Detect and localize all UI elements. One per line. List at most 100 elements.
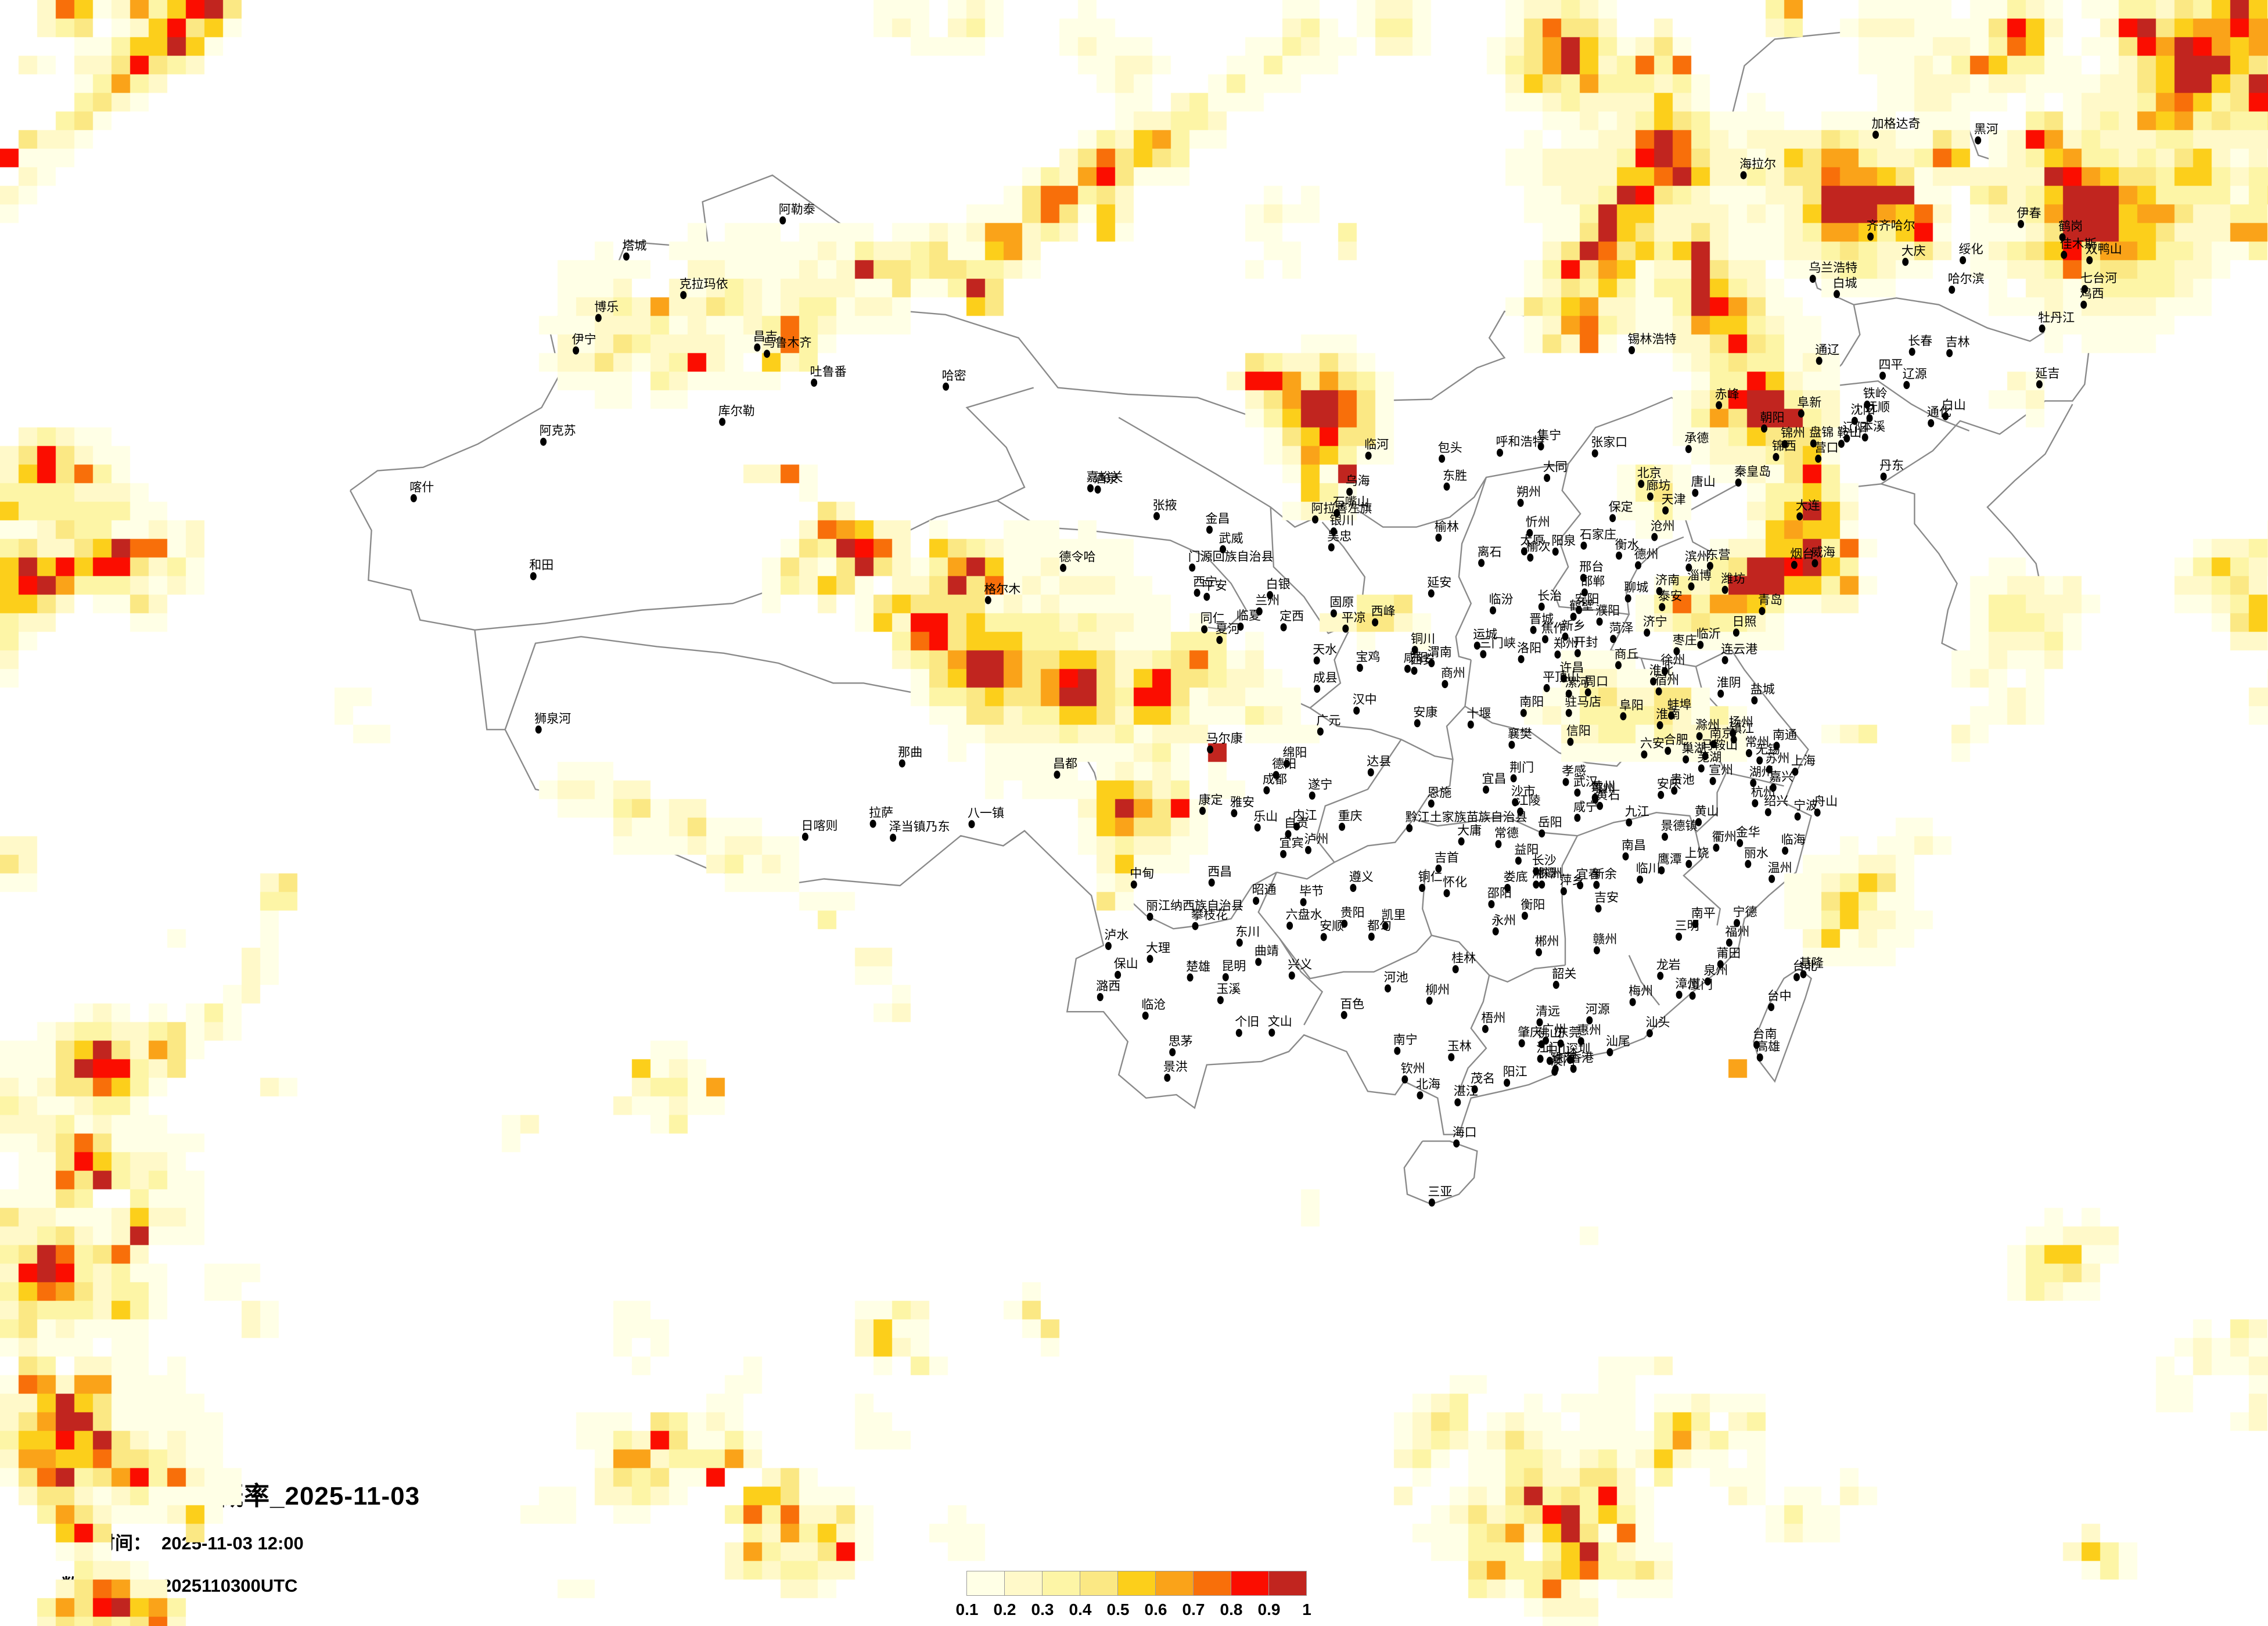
city-marker: 包头: [1438, 441, 1462, 463]
city-marker: 江陵: [1516, 794, 1541, 816]
city-label: 郴州: [1535, 935, 1559, 948]
city-label: 青岛: [1758, 593, 1782, 607]
city-label: 阿拉善左旗: [1311, 502, 1372, 516]
city-label: 楚雄: [1186, 960, 1210, 973]
city-marker: 东川: [1235, 925, 1260, 947]
city-dot: [1442, 680, 1448, 688]
city-dot: [1609, 514, 1616, 523]
city-dot: [1208, 878, 1215, 887]
city-marker: 天水: [1313, 643, 1337, 665]
city-marker: 苏州: [1765, 752, 1789, 774]
city-marker: 丽江纳西族自治县: [1146, 900, 1243, 921]
city-marker: 平安: [1203, 580, 1227, 601]
city-dot: [1815, 454, 1822, 463]
city-label: 南昌: [1622, 839, 1646, 852]
city-marker: 南昌: [1622, 839, 1646, 861]
city-dot: [1285, 830, 1292, 839]
city-label: 集宁: [1537, 429, 1561, 443]
city-label: 邢台: [1579, 560, 1604, 574]
city-label: 咸宁: [1573, 800, 1598, 814]
city-dot: [1488, 900, 1495, 908]
city-label: 昆明: [1221, 960, 1246, 973]
city-dot: [1773, 453, 1780, 461]
city-label: 平顶山: [1543, 671, 1579, 684]
city-label: 河池: [1384, 971, 1408, 984]
city-label: 八一镇: [968, 807, 1004, 820]
city-marker: 双鸭山: [2086, 243, 2122, 265]
city-dot: [1341, 919, 1348, 928]
city-label: 阿克苏: [540, 425, 576, 438]
city-marker: 阿拉善左旗: [1311, 502, 1372, 524]
city-marker: 宜春: [1576, 868, 1601, 890]
city-label: 基隆: [1799, 957, 1824, 970]
city-label: 柳州: [1425, 983, 1450, 997]
city-dot: [1305, 846, 1311, 854]
city-marker: 雅安: [1230, 796, 1255, 818]
city-label: 门源回族自治县: [1188, 550, 1274, 563]
city-label: 贵池: [1670, 774, 1695, 787]
city-dot: [779, 216, 786, 225]
city-dot: [1187, 973, 1194, 982]
city-marker: 商州: [1441, 667, 1465, 688]
city-marker: 黔江土家族苗族自治县: [1406, 811, 1527, 833]
city-marker: 茂名: [1471, 1072, 1495, 1093]
city-label: 广元: [1316, 714, 1340, 728]
city-label: 盐城: [1751, 683, 1775, 696]
city-marker: 黄山: [1695, 805, 1719, 826]
city-dot: [1942, 412, 1949, 420]
city-marker: 广州: [1542, 1023, 1566, 1045]
city-marker: 铜仁: [1418, 870, 1443, 892]
city-label: 攀枝花: [1191, 909, 1228, 922]
city-marker: 榆次: [1526, 540, 1551, 562]
city-marker: 集宁: [1537, 429, 1561, 451]
city-dot: [1584, 688, 1591, 697]
city-dot: [1641, 750, 1648, 759]
city-dot: [1644, 628, 1651, 637]
city-marker: 临川: [1636, 862, 1660, 884]
city-label: 绥化: [1959, 243, 1983, 256]
city-dot: [1730, 729, 1737, 738]
city-label: 香港: [1569, 1052, 1594, 1065]
city-marker: 狮泉河: [534, 712, 571, 734]
city-marker: 承德: [1684, 431, 1709, 454]
city-label: 营口: [1814, 441, 1839, 455]
city-dot: [1552, 980, 1559, 989]
city-dot: [1153, 512, 1160, 520]
city-marker: 乌海: [1346, 474, 1370, 496]
city-label: 福州: [1725, 925, 1749, 938]
city-marker: 合肥: [1664, 733, 1688, 755]
city-marker: 中甸: [1130, 867, 1154, 889]
city-marker: 本溪: [1861, 420, 1885, 442]
city-dot: [1557, 1039, 1564, 1048]
city-marker: 南平: [1691, 906, 1716, 929]
city-label: 思茅: [1169, 1035, 1193, 1048]
city-label: 佛山: [1537, 1027, 1562, 1040]
city-label: 黄州: [1591, 780, 1615, 794]
city-dot: [1554, 650, 1561, 659]
city-marker: 朔州: [1516, 485, 1541, 507]
city-marker: 石嘴山: [1333, 496, 1370, 517]
city-marker: 鹰潭: [1658, 853, 1682, 875]
city-label: 惠州: [1577, 1024, 1601, 1037]
city-dot: [764, 350, 770, 358]
city-label: 唐山: [1691, 476, 1716, 489]
city-marker: 白银: [1266, 578, 1291, 599]
city-marker: 锦西: [1772, 440, 1796, 461]
city-marker: 四平: [1879, 358, 1903, 380]
legend-color-box: [1042, 1571, 1080, 1596]
city-dot: [801, 832, 808, 841]
city-label: 文山: [1268, 1015, 1292, 1028]
city-dot: [1543, 1036, 1549, 1045]
city-label: 深圳: [1566, 1042, 1590, 1056]
city-dot: [1761, 424, 1767, 433]
city-label: 信阳: [1566, 724, 1591, 738]
city-label: 上海: [1791, 754, 1816, 768]
city-label: 延吉: [2035, 367, 2059, 380]
city-label: 狮泉河: [534, 712, 571, 725]
city-marker: 临汾: [1489, 593, 1514, 615]
city-label: 长治: [1537, 589, 1562, 603]
city-dot: [984, 596, 991, 605]
city-label: 芜湖: [1697, 751, 1721, 764]
city-label: 阿勒泰: [779, 203, 815, 217]
city-marker: 平顶山: [1543, 671, 1579, 692]
